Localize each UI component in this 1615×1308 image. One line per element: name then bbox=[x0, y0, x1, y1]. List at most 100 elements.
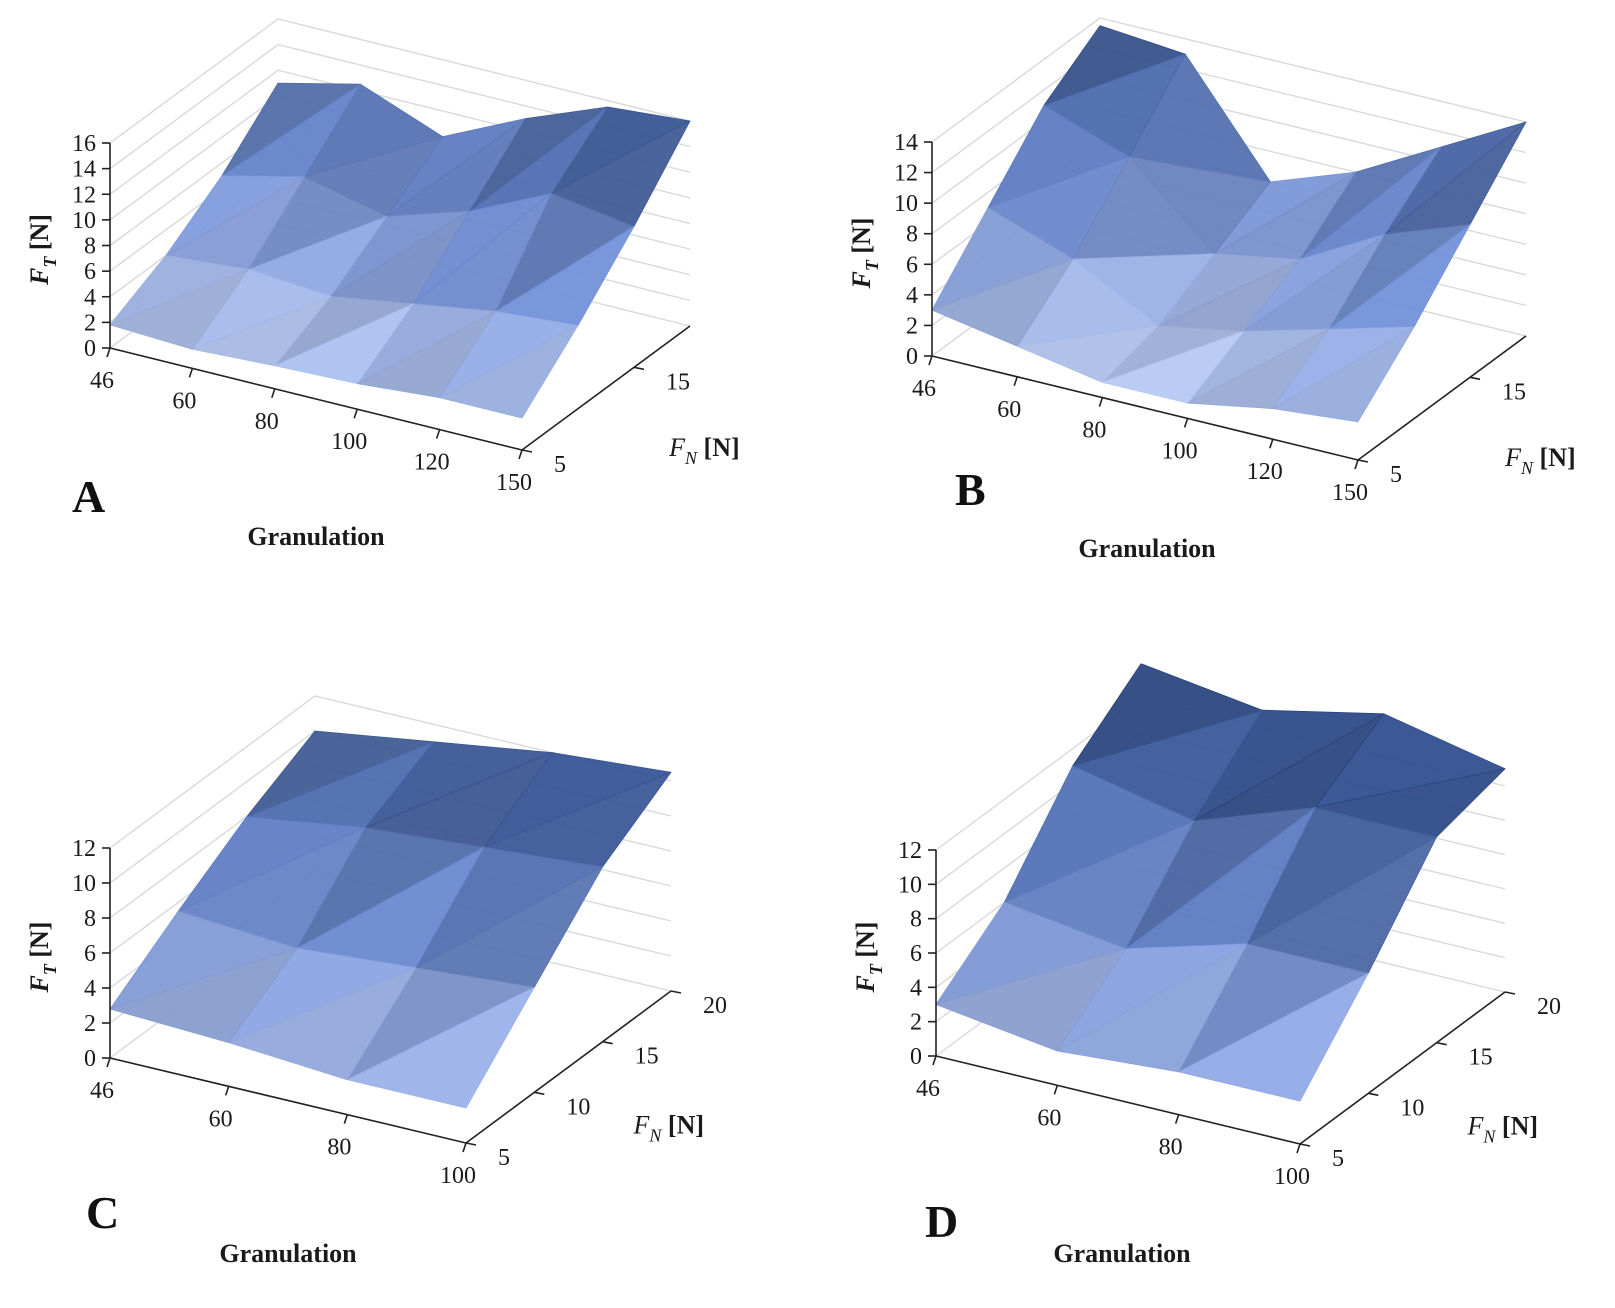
z-axis-label-subscript: T bbox=[862, 259, 882, 271]
y-tick-mark bbox=[1357, 459, 1369, 463]
x-tick-mark bbox=[1098, 397, 1104, 407]
surface-facet bbox=[109, 947, 298, 1043]
y-axis-label: FN [N] bbox=[633, 1110, 705, 1145]
surface-facet bbox=[109, 268, 249, 350]
z-tick-label: 8 bbox=[910, 907, 922, 933]
z-tick-label: 12 bbox=[72, 182, 96, 208]
x-tick-label: 150 bbox=[1332, 480, 1368, 506]
y-axis-label-unit: [N] bbox=[697, 433, 740, 462]
y-tick-mark bbox=[602, 1040, 613, 1045]
x-tick-label: 150 bbox=[496, 470, 532, 496]
z-tick-label: 4 bbox=[910, 975, 922, 1001]
z-tick-label: 8 bbox=[84, 906, 96, 932]
z-gridline bbox=[109, 18, 691, 144]
surface-facet bbox=[356, 310, 497, 399]
z-axis-label-subscript: T bbox=[40, 963, 60, 975]
surface-facet bbox=[1056, 943, 1248, 1073]
y-tick-mark bbox=[465, 1142, 477, 1146]
x-tick-label: 100 bbox=[331, 429, 367, 455]
x-tick-mark bbox=[188, 368, 194, 378]
x-tick-mark bbox=[353, 408, 358, 419]
x-tick-mark bbox=[435, 429, 441, 439]
surface-facet bbox=[228, 967, 417, 1081]
panel-letter: D bbox=[925, 1196, 958, 1247]
z-tick-label: 12 bbox=[898, 838, 922, 864]
y-axis-line bbox=[465, 990, 672, 1144]
x-tick-label: 80 bbox=[1082, 418, 1106, 444]
z-tick-label: 10 bbox=[898, 872, 922, 898]
surface bbox=[109, 730, 672, 1109]
y-axis-label: FN [N] bbox=[1467, 1111, 1539, 1146]
x-axis-label: Granulation bbox=[247, 522, 385, 551]
surface-facet bbox=[1187, 328, 1330, 410]
x-tick-label: 60 bbox=[209, 1106, 233, 1132]
y-tick-mark bbox=[521, 449, 533, 453]
x-tick-label: 100 bbox=[1162, 438, 1198, 464]
y-tick-label: 15 bbox=[635, 1044, 659, 1070]
z-axis-label-unit: [N] bbox=[851, 922, 880, 965]
x-tick-mark bbox=[1013, 376, 1018, 387]
z-axis-label-unit: [N] bbox=[847, 218, 876, 261]
y-tick-label: 15 bbox=[666, 369, 690, 395]
z-axis-label-unit: [N] bbox=[25, 214, 54, 257]
z-axis-label-symbol: F bbox=[851, 975, 880, 993]
x-tick-mark bbox=[518, 449, 523, 460]
x-tick-label: 46 bbox=[912, 376, 936, 402]
x-tick-mark bbox=[271, 388, 276, 399]
x-tick-mark bbox=[1354, 459, 1359, 470]
z-axis-label-subscript: T bbox=[40, 256, 60, 268]
x-tick-label: 80 bbox=[255, 409, 279, 435]
y-axis-line bbox=[1299, 991, 1506, 1145]
y-tick-label: 5 bbox=[498, 1145, 510, 1171]
z-tick-label: 0 bbox=[84, 1046, 96, 1072]
surface-facet bbox=[191, 295, 332, 367]
x-tick-label: 100 bbox=[440, 1163, 476, 1189]
z-tick-label: 4 bbox=[906, 283, 918, 309]
y-axis-label-unit: [N] bbox=[661, 1110, 704, 1139]
x-axis-line bbox=[109, 1057, 467, 1144]
y-tick-mark bbox=[534, 1091, 545, 1096]
x-tick-mark bbox=[1053, 1085, 1059, 1095]
y-axis-label-subscript: N bbox=[648, 1125, 662, 1145]
y-axis-label-symbol: F bbox=[1467, 1111, 1485, 1140]
z-tick-label: 6 bbox=[906, 252, 918, 278]
x-tick-mark bbox=[224, 1086, 230, 1096]
y-tick-label: 20 bbox=[1537, 994, 1561, 1020]
x-tick-mark bbox=[1269, 438, 1274, 449]
panel-letter: B bbox=[955, 464, 986, 515]
y-tick-label: 10 bbox=[566, 1094, 590, 1120]
x-tick-label: 80 bbox=[327, 1135, 351, 1161]
surface bbox=[931, 25, 1527, 423]
surface-facet bbox=[931, 258, 1074, 347]
y-axis-label-symbol: F bbox=[633, 1110, 651, 1139]
y-axis-line bbox=[1357, 335, 1527, 461]
x-tick-label: 80 bbox=[1159, 1135, 1183, 1161]
panel-letter: C bbox=[86, 1187, 119, 1238]
y-axis-label-unit: [N] bbox=[1495, 1111, 1538, 1140]
z-axis-label-symbol: F bbox=[25, 975, 54, 993]
z-gridline bbox=[931, 17, 1527, 143]
x-tick-mark bbox=[928, 355, 933, 366]
z-tick-label: 6 bbox=[910, 941, 922, 967]
z-tick-label: 12 bbox=[894, 161, 918, 187]
x-tick-label: 100 bbox=[1274, 1164, 1310, 1190]
x-tick-label: 120 bbox=[1247, 459, 1283, 485]
z-tick-label: 2 bbox=[84, 310, 96, 336]
z-tick-label: 6 bbox=[84, 941, 96, 967]
y-tick-mark bbox=[1469, 376, 1481, 381]
surface bbox=[935, 663, 1506, 1102]
y-tick-mark bbox=[1299, 1143, 1311, 1147]
y-axis-label-symbol: F bbox=[1504, 443, 1522, 472]
y-tick-mark bbox=[1436, 1041, 1447, 1046]
z-tick-label: 2 bbox=[906, 313, 918, 339]
z-tick-label: 4 bbox=[84, 285, 96, 311]
z-tick-label: 10 bbox=[72, 208, 96, 234]
z-axis-label-symbol: F bbox=[847, 271, 876, 289]
y-tick-mark bbox=[633, 366, 645, 371]
